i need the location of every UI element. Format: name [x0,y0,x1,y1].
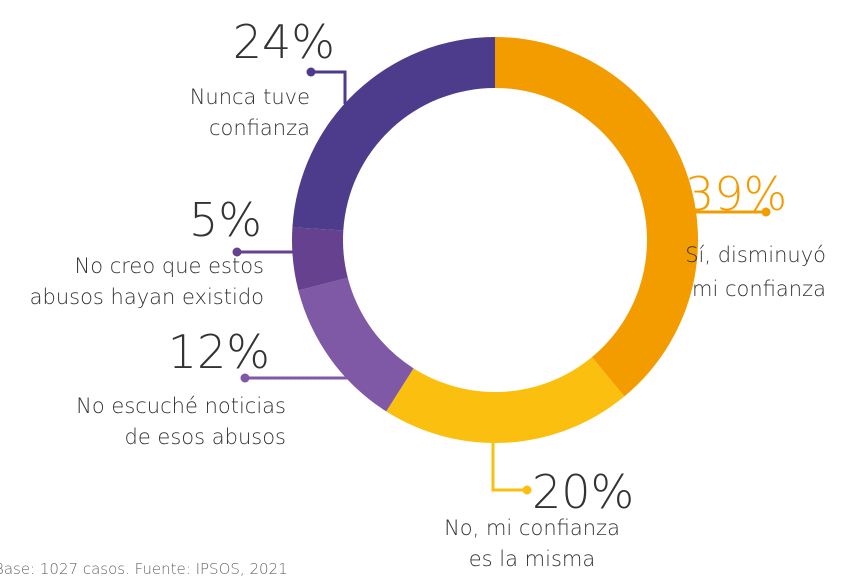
leader-dot [522,485,532,495]
value-label: 12% [168,325,270,379]
category-label: confianza [209,116,310,140]
donut-segment [298,277,414,412]
category-label: es la misma [469,547,595,571]
donut-segment [495,37,698,397]
category-label: No escuché noticias [76,394,286,418]
leader-dot [306,67,316,77]
leader-line [311,70,347,104]
source-note: Base: 1027 casos. Fuente: IPSOS, 2021 [0,560,288,576]
value-label: 5% [189,193,262,247]
category-label: mi confianza [692,277,826,301]
leader-line [491,438,527,492]
category-label: No, mi confianza [444,516,620,540]
donut-segment [386,357,625,443]
category-label: Nunca tuve [190,85,310,109]
category-label: No creo que estos [74,254,264,278]
category-label: de esos abusos [125,425,287,449]
value-label: 39% [685,167,787,221]
donut-segment [292,37,495,231]
value-label: 24% [233,15,335,69]
category-label: abusos hayan existido [30,285,264,309]
leader-dot [240,373,250,383]
donut-segment [292,227,348,291]
value-label: 20% [532,465,634,519]
category-label: Sí, disminuyó [685,243,826,267]
leader-dot [761,207,771,217]
leader-dot [232,247,242,257]
